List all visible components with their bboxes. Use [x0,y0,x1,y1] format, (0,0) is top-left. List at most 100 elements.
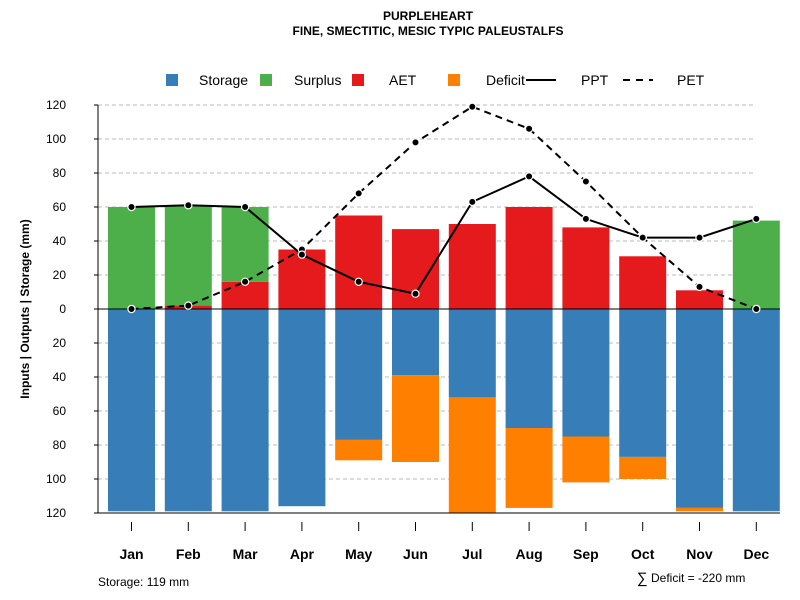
bar-aet-oct [619,256,667,309]
pet-point-nov [695,282,704,292]
ppt-point-may [354,277,363,286]
deficit-footnote: Deficit = -220 mm [651,571,745,585]
bar-aet-aug [505,207,553,309]
x-tick-label-oct: Oct [631,546,655,562]
bar-storage-jul [448,309,496,398]
y-tick-label-5: 20 [53,268,67,282]
legend-label-surplus: Surplus [294,72,341,88]
bars [108,205,780,513]
pet-point-dec [752,304,761,314]
y-tick-label-1: 100 [46,132,66,146]
bar-deficit-jun [392,375,439,462]
x-tick-label-may: May [345,546,372,562]
bar-deficit-sep [562,436,610,483]
x-tick-label-jun: Jun [403,546,428,562]
bar-storage-apr [278,309,326,507]
y-tick-label-4: 40 [53,234,67,248]
deficit-sum-symbol: ∑ [637,570,648,587]
x-tick-label-jan: Jan [119,546,143,562]
pet-point-mar [240,277,250,286]
bar-storage-feb [164,309,212,512]
y-tick-label-0: 120 [46,98,66,112]
bar-surplus-dec [732,220,780,309]
bar-deficit-aug [505,428,553,508]
legend-label-storage: Storage [199,72,248,88]
bar-aet-jul [448,224,496,309]
legend-swatch-aet [352,74,364,86]
ppt-point-sep [581,214,591,224]
bar-aet-may [335,215,383,309]
series-points [127,102,761,314]
legend-label-pet: PET [677,72,705,88]
pet-point-jun [411,138,420,147]
x-tick-label-apr: Apr [290,546,315,562]
x-tick-label-jul: Jul [462,546,482,562]
bar-deficit-nov [676,507,723,512]
bar-storage-may [335,309,383,440]
ppt-point-dec [752,214,761,224]
bar-deficit-jul [448,397,496,513]
legend-label-deficit: Deficit [486,72,525,88]
ppt-line [131,175,757,295]
legend: Storage Surplus AET Deficit PPT PET [166,72,705,88]
ppt-point-feb [184,201,193,210]
x-tick-label-aug: Aug [515,546,542,562]
legend-label-ppt: PPT [581,72,609,88]
x-tick-label-mar: Mar [233,546,258,562]
x-tick-label-dec: Dec [743,546,769,562]
pet-point-sep [581,177,591,186]
chart-subtitle: FINE, SMECTITIC, MESIC TYPIC PALEUSTALFS [293,24,564,38]
legend-swatch-storage [166,74,178,86]
x-tick-label-feb: Feb [176,546,201,562]
ppt-point-oct [638,233,647,242]
bar-storage-nov [676,309,723,508]
bar-surplus-feb [164,205,212,306]
storage-footnote: Storage: 119 mm [98,575,189,589]
y-tick-label-3: 60 [53,200,67,214]
bar-storage-sep [562,309,610,437]
bar-aet-mar [221,281,269,309]
bar-aet-apr [278,249,326,309]
ppt-point-jan [127,202,136,212]
y-tick-label-11: 100 [46,472,66,486]
pet-point-may [354,189,363,198]
y-tick-label-9: 60 [53,404,67,418]
legend-label-aet: AET [389,72,417,88]
y-tick-label-10: 80 [53,438,67,452]
bar-storage-jan [108,309,155,512]
bar-aet-nov [676,290,723,309]
x-tick-label-sep: Sep [573,546,599,562]
pet-point-jan [127,304,136,314]
bar-storage-jun [392,309,439,376]
legend-swatch-deficit [448,74,460,86]
ppt-point-nov [695,233,704,242]
y-tick-label-2: 80 [53,166,67,180]
bar-storage-aug [505,309,553,428]
bar-deficit-may [335,439,383,461]
bar-surplus-jan [108,207,155,309]
y-axis: 120 100 80 60 40 20 0 20 40 60 80 100 120 [46,98,98,520]
pet-point-aug [524,124,534,134]
y-tick-label-7: 20 [53,336,67,350]
ppt-point-aug [524,172,534,181]
y-axis-title: Inputs | Outputs | Storage (mm) [18,219,32,398]
y-tick-label-12: 120 [46,506,66,520]
ppt-point-jun [411,289,420,298]
ppt-point-jul [468,197,477,207]
pet-point-jul [468,102,477,111]
ppt-point-apr [297,250,307,259]
bar-deficit-oct [619,456,667,479]
series-lines [131,105,757,310]
ppt-point-mar [240,202,250,212]
bar-aet-sep [562,227,610,309]
y-tick-label-6: 0 [59,302,66,316]
bar-storage-mar [221,309,269,512]
bar-storage-dec [732,309,780,512]
x-tick-label-nov: Nov [686,546,713,562]
legend-swatch-surplus [260,74,272,86]
chart-title: PURPLEHEART [383,9,474,23]
x-axis: Jan Feb Mar Apr May Jun Jul Aug Sep Oct Nov Dec [119,522,769,562]
pet-line [131,105,757,310]
bar-storage-oct [619,309,667,457]
